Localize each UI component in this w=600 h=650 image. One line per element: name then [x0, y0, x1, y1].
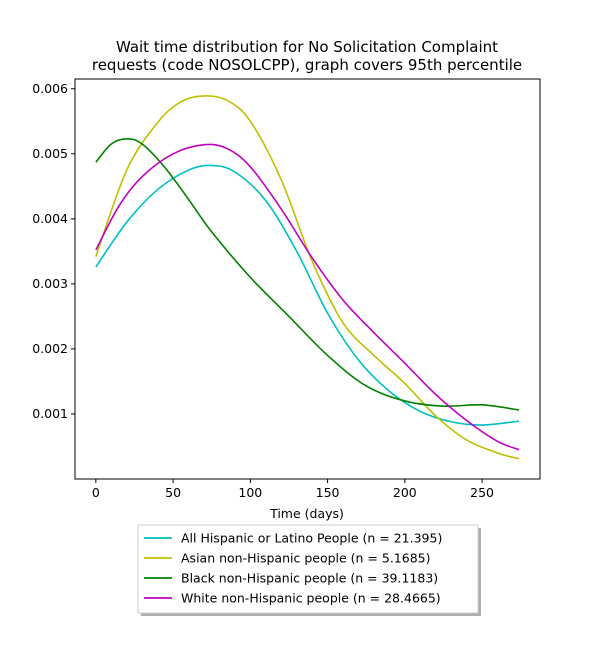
plot-area: [74, 78, 541, 480]
legend-entry: Asian non-Hispanic people (n = 5.1685): [181, 551, 431, 566]
x-tick-label: 100: [238, 485, 262, 500]
series-line-2: [95, 138, 520, 411]
y-tick-label: 0.001: [32, 406, 68, 421]
y-axis: 0.001 0.002 0.003 0.004 0.005 0.006: [32, 81, 75, 421]
chart-title-line-1: Wait time distribution for No Solicitati…: [116, 38, 498, 56]
x-tick-label: 50: [165, 485, 181, 500]
x-tick-label: 150: [316, 485, 340, 500]
x-tick-label: 0: [92, 485, 100, 500]
y-tick-label: 0.004: [32, 211, 68, 226]
series-line-3: [95, 143, 520, 451]
x-axis: 0 50 100 150 200 250: [92, 479, 494, 500]
series-line-1: [95, 95, 520, 460]
series-line-0: [95, 164, 520, 426]
y-tick-label: 0.006: [32, 81, 68, 96]
legend-entry: White non-Hispanic people (n = 28.4665): [181, 591, 441, 606]
y-tick-label: 0.005: [32, 146, 68, 161]
series-layer: [95, 95, 520, 460]
x-axis-label: Time (days): [269, 506, 344, 521]
y-tick-label: 0.002: [32, 341, 68, 356]
legend-box: [137, 524, 479, 614]
chart-title: Wait time distribution for No Solicitati…: [92, 38, 522, 74]
legend-entry: All Hispanic or Latino People (n = 21.39…: [181, 531, 442, 546]
x-tick-label: 250: [470, 485, 494, 500]
chart-title-line-2: requests (code NOSOLCPP), graph covers 9…: [92, 56, 522, 74]
x-tick-label: 200: [393, 485, 417, 500]
legend: All Hispanic or Latino People (n = 21.39…: [137, 524, 481, 616]
legend-entry: Black non-Hispanic people (n = 39.1183): [181, 571, 438, 586]
y-tick-label: 0.003: [32, 276, 68, 291]
